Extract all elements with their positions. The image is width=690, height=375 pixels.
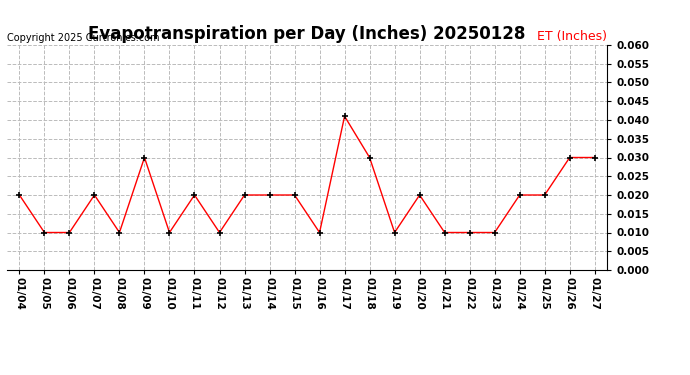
Text: Copyright 2025 Curtronics.com: Copyright 2025 Curtronics.com <box>7 33 159 43</box>
Title: Evapotranspiration per Day (Inches) 20250128: Evapotranspiration per Day (Inches) 2025… <box>88 26 526 44</box>
Text: ET (Inches): ET (Inches) <box>538 30 607 43</box>
